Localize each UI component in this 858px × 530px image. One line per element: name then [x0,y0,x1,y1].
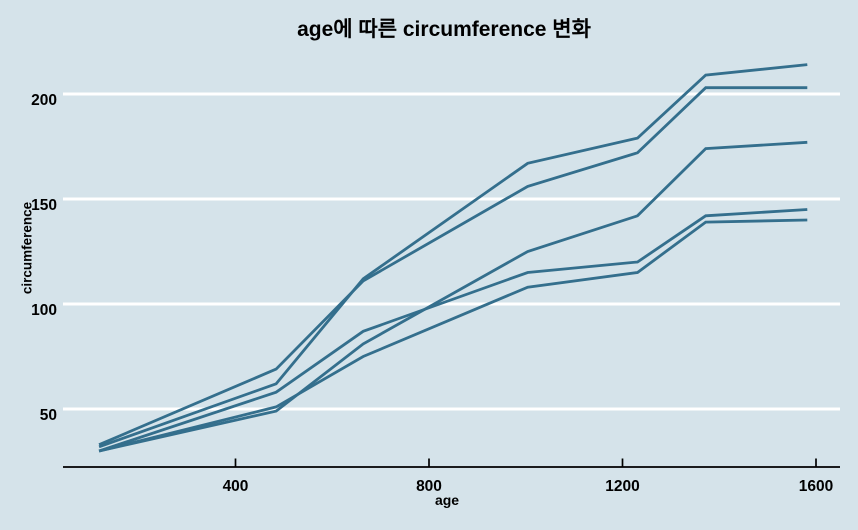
series-line-1 [98,208,808,453]
x-tick-label-1200: 1200 [605,478,639,495]
x-axis-label: age [434,492,460,508]
y-tick-label-150: 150 [31,197,57,214]
y-tick-label-100: 100 [31,302,57,319]
y-tick-label-50: 50 [40,407,57,424]
x-tick-label-400: 400 [223,478,249,495]
series-line-5 [98,140,808,453]
series-line-3 [98,218,808,453]
series-line-4 [98,63,808,449]
chart-title: age에 따른 circumference 변화 [297,18,591,41]
x-tick-label-1600: 1600 [799,478,833,495]
y-axis-label: circumference [19,201,35,295]
x-tick-label-800: 800 [416,478,442,495]
series-line-2 [98,86,808,446]
y-tick-label-200: 200 [31,92,57,109]
